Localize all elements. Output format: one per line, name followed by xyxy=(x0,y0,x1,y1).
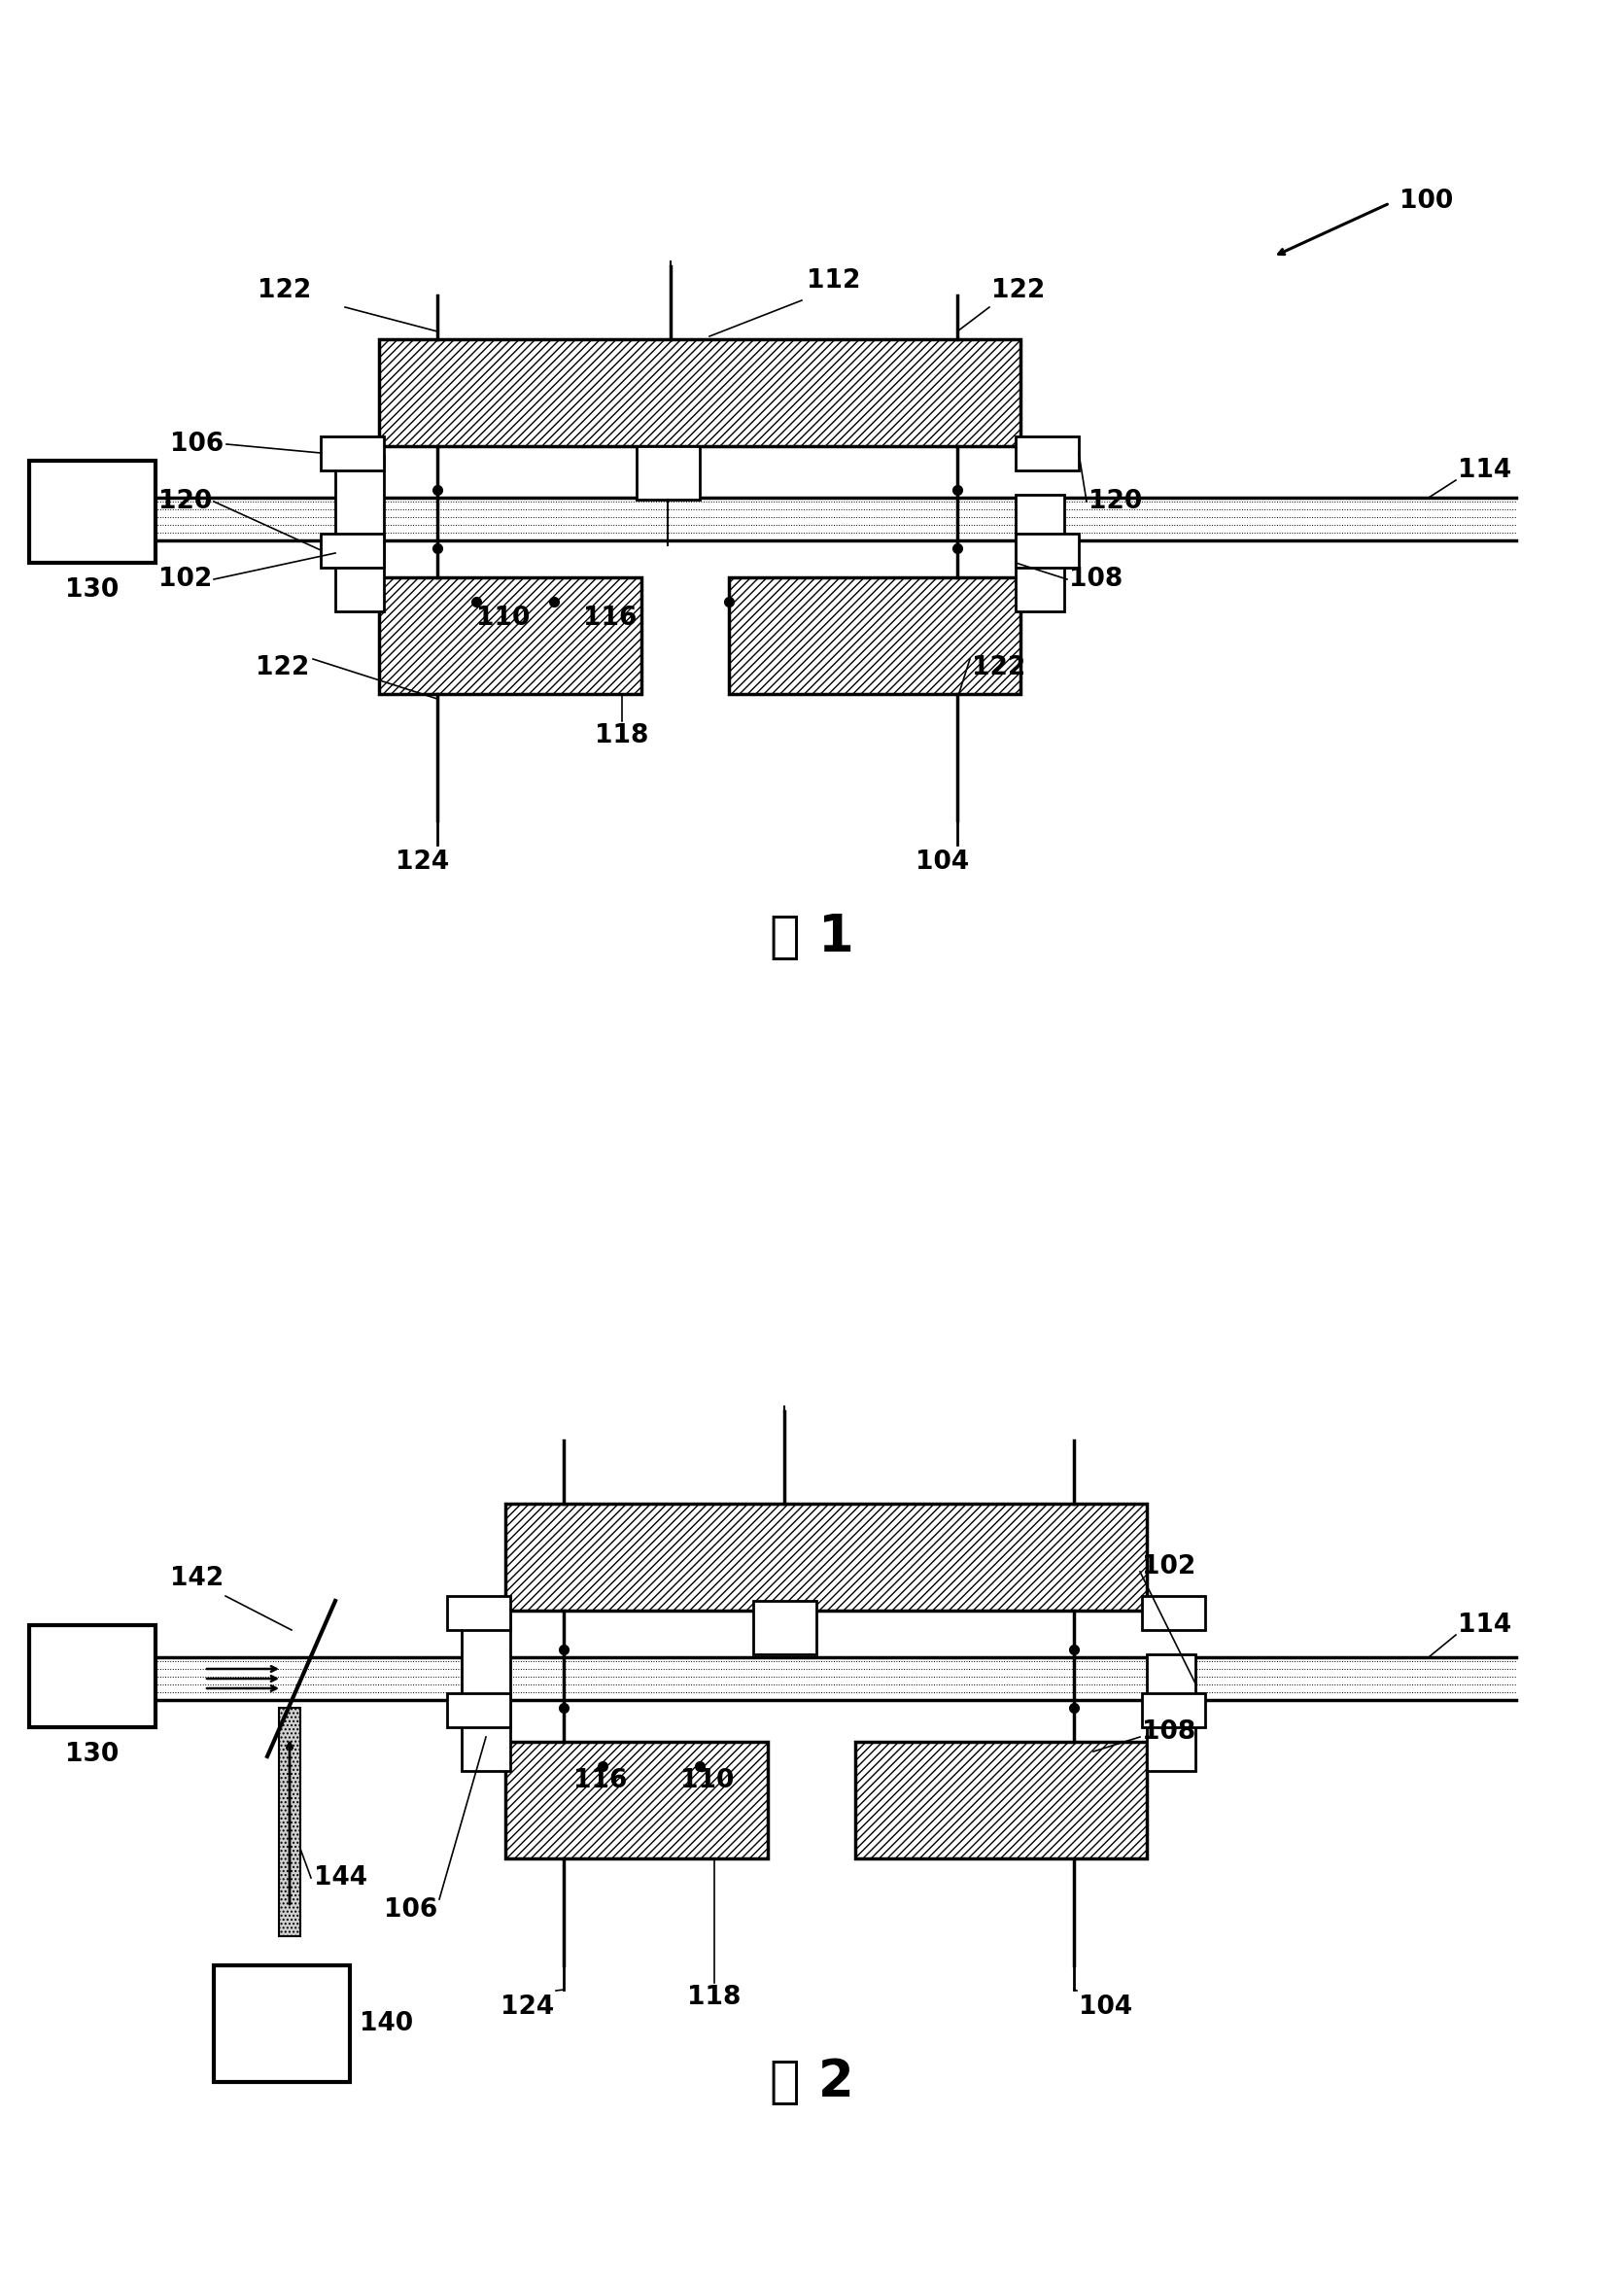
Text: 130: 130 xyxy=(65,577,119,602)
Bar xyxy=(1015,437,1078,469)
Bar xyxy=(447,1596,510,1630)
Text: 108: 108 xyxy=(1069,566,1122,591)
Text: 100: 100 xyxy=(1400,188,1453,213)
Bar xyxy=(461,1614,510,1770)
Bar xyxy=(1015,495,1064,611)
Text: 图 2: 图 2 xyxy=(770,2056,854,2107)
Bar xyxy=(1142,1596,1205,1630)
Bar xyxy=(505,1743,768,1859)
Text: 116: 116 xyxy=(573,1768,627,1793)
Bar xyxy=(754,1601,817,1653)
Text: 122: 122 xyxy=(255,655,309,680)
Text: 图 1: 图 1 xyxy=(770,911,854,962)
Text: 124: 124 xyxy=(500,1995,554,2020)
Bar xyxy=(1147,1653,1195,1770)
Bar xyxy=(505,1505,1147,1610)
Bar xyxy=(378,577,641,694)
Text: 122: 122 xyxy=(971,655,1026,680)
Text: 102: 102 xyxy=(158,566,211,591)
Bar xyxy=(279,1708,300,1937)
Text: 120: 120 xyxy=(1088,488,1142,515)
Text: 144: 144 xyxy=(313,1866,367,1892)
Bar xyxy=(29,1626,156,1727)
Bar xyxy=(214,1965,349,2082)
Text: 110: 110 xyxy=(680,1768,734,1793)
Bar xyxy=(320,437,383,469)
Bar xyxy=(1142,1692,1205,1727)
Text: 140: 140 xyxy=(359,2011,412,2036)
Text: 122: 122 xyxy=(991,277,1044,302)
Text: 110: 110 xyxy=(476,605,529,630)
Bar xyxy=(856,1743,1147,1859)
Text: 130: 130 xyxy=(65,1743,119,1768)
Text: 118: 118 xyxy=(594,724,650,749)
Bar xyxy=(378,339,1020,447)
Bar xyxy=(729,577,1020,694)
Text: 114: 114 xyxy=(1458,458,1512,483)
Bar xyxy=(447,1692,510,1727)
Text: 108: 108 xyxy=(1142,1720,1195,1745)
Text: 118: 118 xyxy=(687,1985,741,2011)
Text: 142: 142 xyxy=(171,1566,224,1592)
Bar xyxy=(29,460,156,563)
Text: 114: 114 xyxy=(1458,1612,1512,1637)
Bar xyxy=(1015,534,1078,568)
Text: 106: 106 xyxy=(171,431,224,456)
Text: 116: 116 xyxy=(583,605,637,630)
Text: 102: 102 xyxy=(1142,1555,1195,1580)
Text: 106: 106 xyxy=(383,1898,437,1924)
Bar xyxy=(637,447,700,499)
Text: 104: 104 xyxy=(1078,1995,1132,2020)
Text: 112: 112 xyxy=(807,268,861,293)
Text: 124: 124 xyxy=(396,850,450,875)
Bar xyxy=(320,534,383,568)
Text: 122: 122 xyxy=(257,277,312,302)
Text: 120: 120 xyxy=(158,488,211,515)
Text: 104: 104 xyxy=(916,850,970,875)
Bar xyxy=(335,456,383,611)
